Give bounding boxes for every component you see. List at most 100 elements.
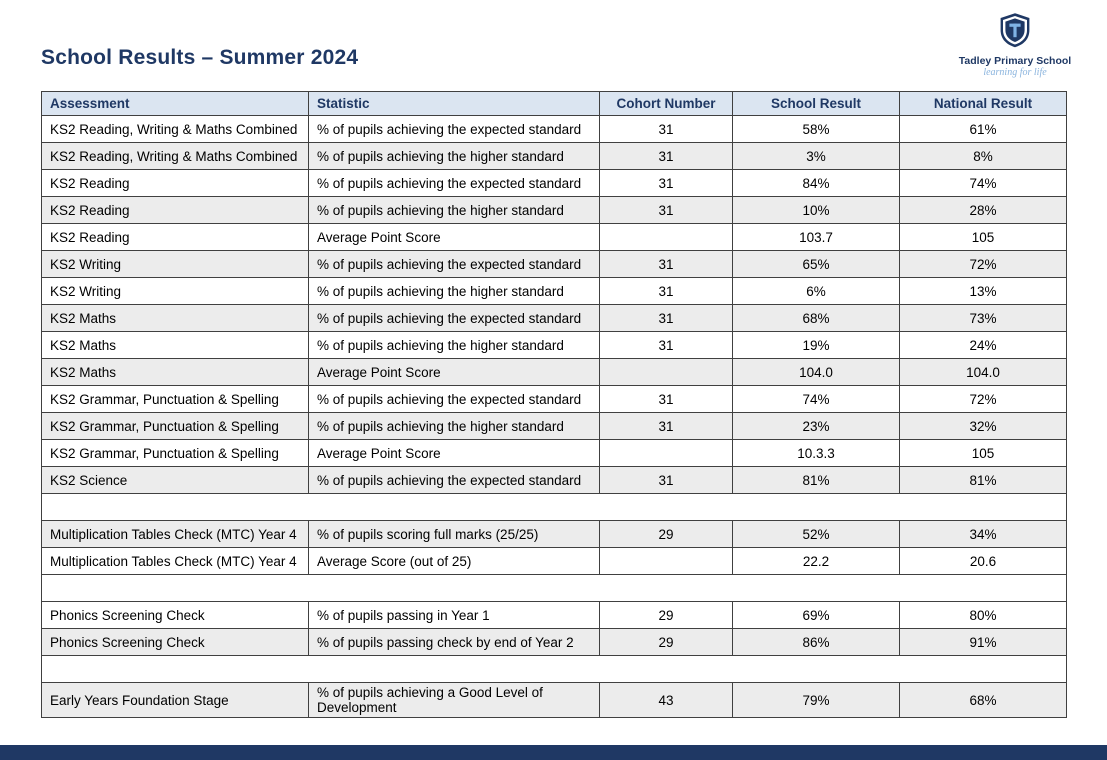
- table-row: KS2 Reading Average Point Score 103.7 105: [41, 223, 1067, 251]
- column-header: National Result: [899, 91, 1067, 116]
- table-cell: 103.7: [732, 223, 900, 251]
- table-row: Phonics Screening Check% of pupils passi…: [41, 601, 1067, 629]
- table-row: KS2 Reading, Writing & Maths Combined% o…: [41, 142, 1067, 170]
- table-row: KS2 Maths% of pupils achieving the highe…: [41, 331, 1067, 359]
- table-cell: 13%: [899, 277, 1067, 305]
- table-cell: 6%: [732, 277, 900, 305]
- column-header: Cohort Number: [599, 91, 733, 116]
- school-logo: Tadley Primary School learning for life: [955, 12, 1075, 79]
- column-header: Statistic: [308, 91, 600, 116]
- spacer-row: [41, 574, 1067, 602]
- school-name: Tadley Primary School: [958, 55, 1072, 68]
- table-cell: % of pupils achieving the expected stand…: [308, 115, 600, 143]
- table-row: KS2 Grammar, Punctuation & Spelling% of …: [41, 385, 1067, 413]
- table-cell: % of pupils achieving the higher standar…: [308, 412, 600, 440]
- header-row: Assessment Statistic Cohort Number School R…: [41, 91, 1067, 116]
- table-cell: % of pupils passing check by end of Year…: [308, 628, 600, 656]
- table-cell: 19%: [732, 331, 900, 359]
- table-cell: 29: [599, 628, 733, 656]
- table-cell: Average Point Score: [308, 223, 600, 251]
- table-cell: KS2 Reading: [41, 196, 309, 224]
- table-cell: % of pupils achieving the expected stand…: [308, 385, 600, 413]
- footer-bar: [0, 745, 1107, 760]
- table-cell: Average Point Score: [308, 439, 600, 467]
- table-cell: % of pupils achieving the higher standar…: [308, 277, 600, 305]
- table-cell: KS2 Grammar, Punctuation & Spelling: [41, 412, 309, 440]
- table-cell: 34%: [899, 520, 1067, 548]
- table-cell: Multiplication Tables Check (MTC) Year 4: [41, 520, 309, 548]
- table-row: Early Years Foundation Stage% of pupils …: [41, 682, 1067, 718]
- table-row: KS2 Reading, Writing & Maths Combined% o…: [41, 115, 1067, 143]
- table-cell: 105: [899, 223, 1067, 251]
- table-cell: KS2 Grammar, Punctuation & Spelling: [41, 439, 309, 467]
- table-cell: 22.2: [732, 547, 900, 575]
- table-cell: 31: [599, 196, 733, 224]
- table-cell: KS2 Reading: [41, 223, 309, 251]
- table-cell: % of pupils achieving the expected stand…: [308, 169, 600, 197]
- column-header: Assessment: [41, 91, 309, 116]
- table-cell: 28%: [899, 196, 1067, 224]
- table-row: KS2 Maths% of pupils achieving the expec…: [41, 304, 1067, 332]
- table-cell: 31: [599, 142, 733, 170]
- table-cell: % of pupils achieving the expected stand…: [308, 250, 600, 278]
- table-cell: 74%: [732, 385, 900, 413]
- table-cell: KS2 Writing: [41, 250, 309, 278]
- table-row: KS2 Writing% of pupils achieving the exp…: [41, 250, 1067, 278]
- table-cell: Phonics Screening Check: [41, 628, 309, 656]
- table-cell: 52%: [732, 520, 900, 548]
- table-cell: 31: [599, 331, 733, 359]
- table-row: KS2 Reading% of pupils achieving the exp…: [41, 169, 1067, 197]
- results-table: Assessment Statistic Cohort Number School R…: [41, 91, 1067, 718]
- table-cell: 31: [599, 385, 733, 413]
- table-cell: KS2 Maths: [41, 358, 309, 386]
- table-cell: 32%: [899, 412, 1067, 440]
- table-cell: 104.0: [899, 358, 1067, 386]
- table-cell: Phonics Screening Check: [41, 601, 309, 629]
- table-cell: 86%: [732, 628, 900, 656]
- table-cell: % of pupils achieving the expected stand…: [308, 304, 600, 332]
- table-row: KS2 Maths Average Point Score 104.0 104.0: [41, 358, 1067, 386]
- page-title: School Results – Summer 2024: [41, 46, 359, 69]
- table-cell: 43: [599, 682, 733, 718]
- spacer-row: [41, 655, 1067, 683]
- table-cell: 81%: [899, 466, 1067, 494]
- table-cell: 10.3.3: [732, 439, 900, 467]
- table-row: KS2 Science% of pupils achieving the exp…: [41, 466, 1067, 494]
- table-cell: 74%: [899, 169, 1067, 197]
- table-cell: KS2 Maths: [41, 304, 309, 332]
- table-cell: 23%: [732, 412, 900, 440]
- table-cell: KS2 Reading, Writing & Maths Combined: [41, 142, 309, 170]
- table-cell: % of pupils achieving the higher standar…: [308, 331, 600, 359]
- table-cell: 31: [599, 277, 733, 305]
- table-row: KS2 Reading% of pupils achieving the hig…: [41, 196, 1067, 224]
- table-cell: 73%: [899, 304, 1067, 332]
- table-cell: 105: [899, 439, 1067, 467]
- table-cell: 10%: [732, 196, 900, 224]
- spacer-cell: [41, 655, 1067, 683]
- table-row: Phonics Screening Check% of pupils passi…: [41, 628, 1067, 656]
- table-cell: % of pupils achieving a Good Level of De…: [308, 682, 600, 718]
- table-header: Assessment Statistic Cohort Number School R…: [41, 91, 1067, 116]
- column-header: School Result: [732, 91, 900, 116]
- table-cell: 65%: [732, 250, 900, 278]
- table-cell: KS2 Reading, Writing & Maths Combined: [41, 115, 309, 143]
- table-cell: % of pupils passing in Year 1: [308, 601, 600, 629]
- table-cell: [599, 547, 733, 575]
- table-cell: 31: [599, 169, 733, 197]
- table-cell: 91%: [899, 628, 1067, 656]
- table-row: Multiplication Tables Check (MTC) Year 4…: [41, 547, 1067, 575]
- table-cell: 68%: [899, 682, 1067, 718]
- table-cell: 3%: [732, 142, 900, 170]
- table-cell: Multiplication Tables Check (MTC) Year 4: [41, 547, 309, 575]
- table-cell: 24%: [899, 331, 1067, 359]
- table-cell: 31: [599, 304, 733, 332]
- table-row: KS2 Grammar, Punctuation & Spelling% of …: [41, 412, 1067, 440]
- table-cell: 79%: [732, 682, 900, 718]
- spacer-cell: [41, 493, 1067, 521]
- table-row: KS2 Grammar, Punctuation & Spelling Avera…: [41, 439, 1067, 467]
- table-cell: 8%: [899, 142, 1067, 170]
- school-tagline: learning for life: [983, 67, 1047, 79]
- school-crest-icon: [999, 12, 1031, 53]
- table-cell: KS2 Reading: [41, 169, 309, 197]
